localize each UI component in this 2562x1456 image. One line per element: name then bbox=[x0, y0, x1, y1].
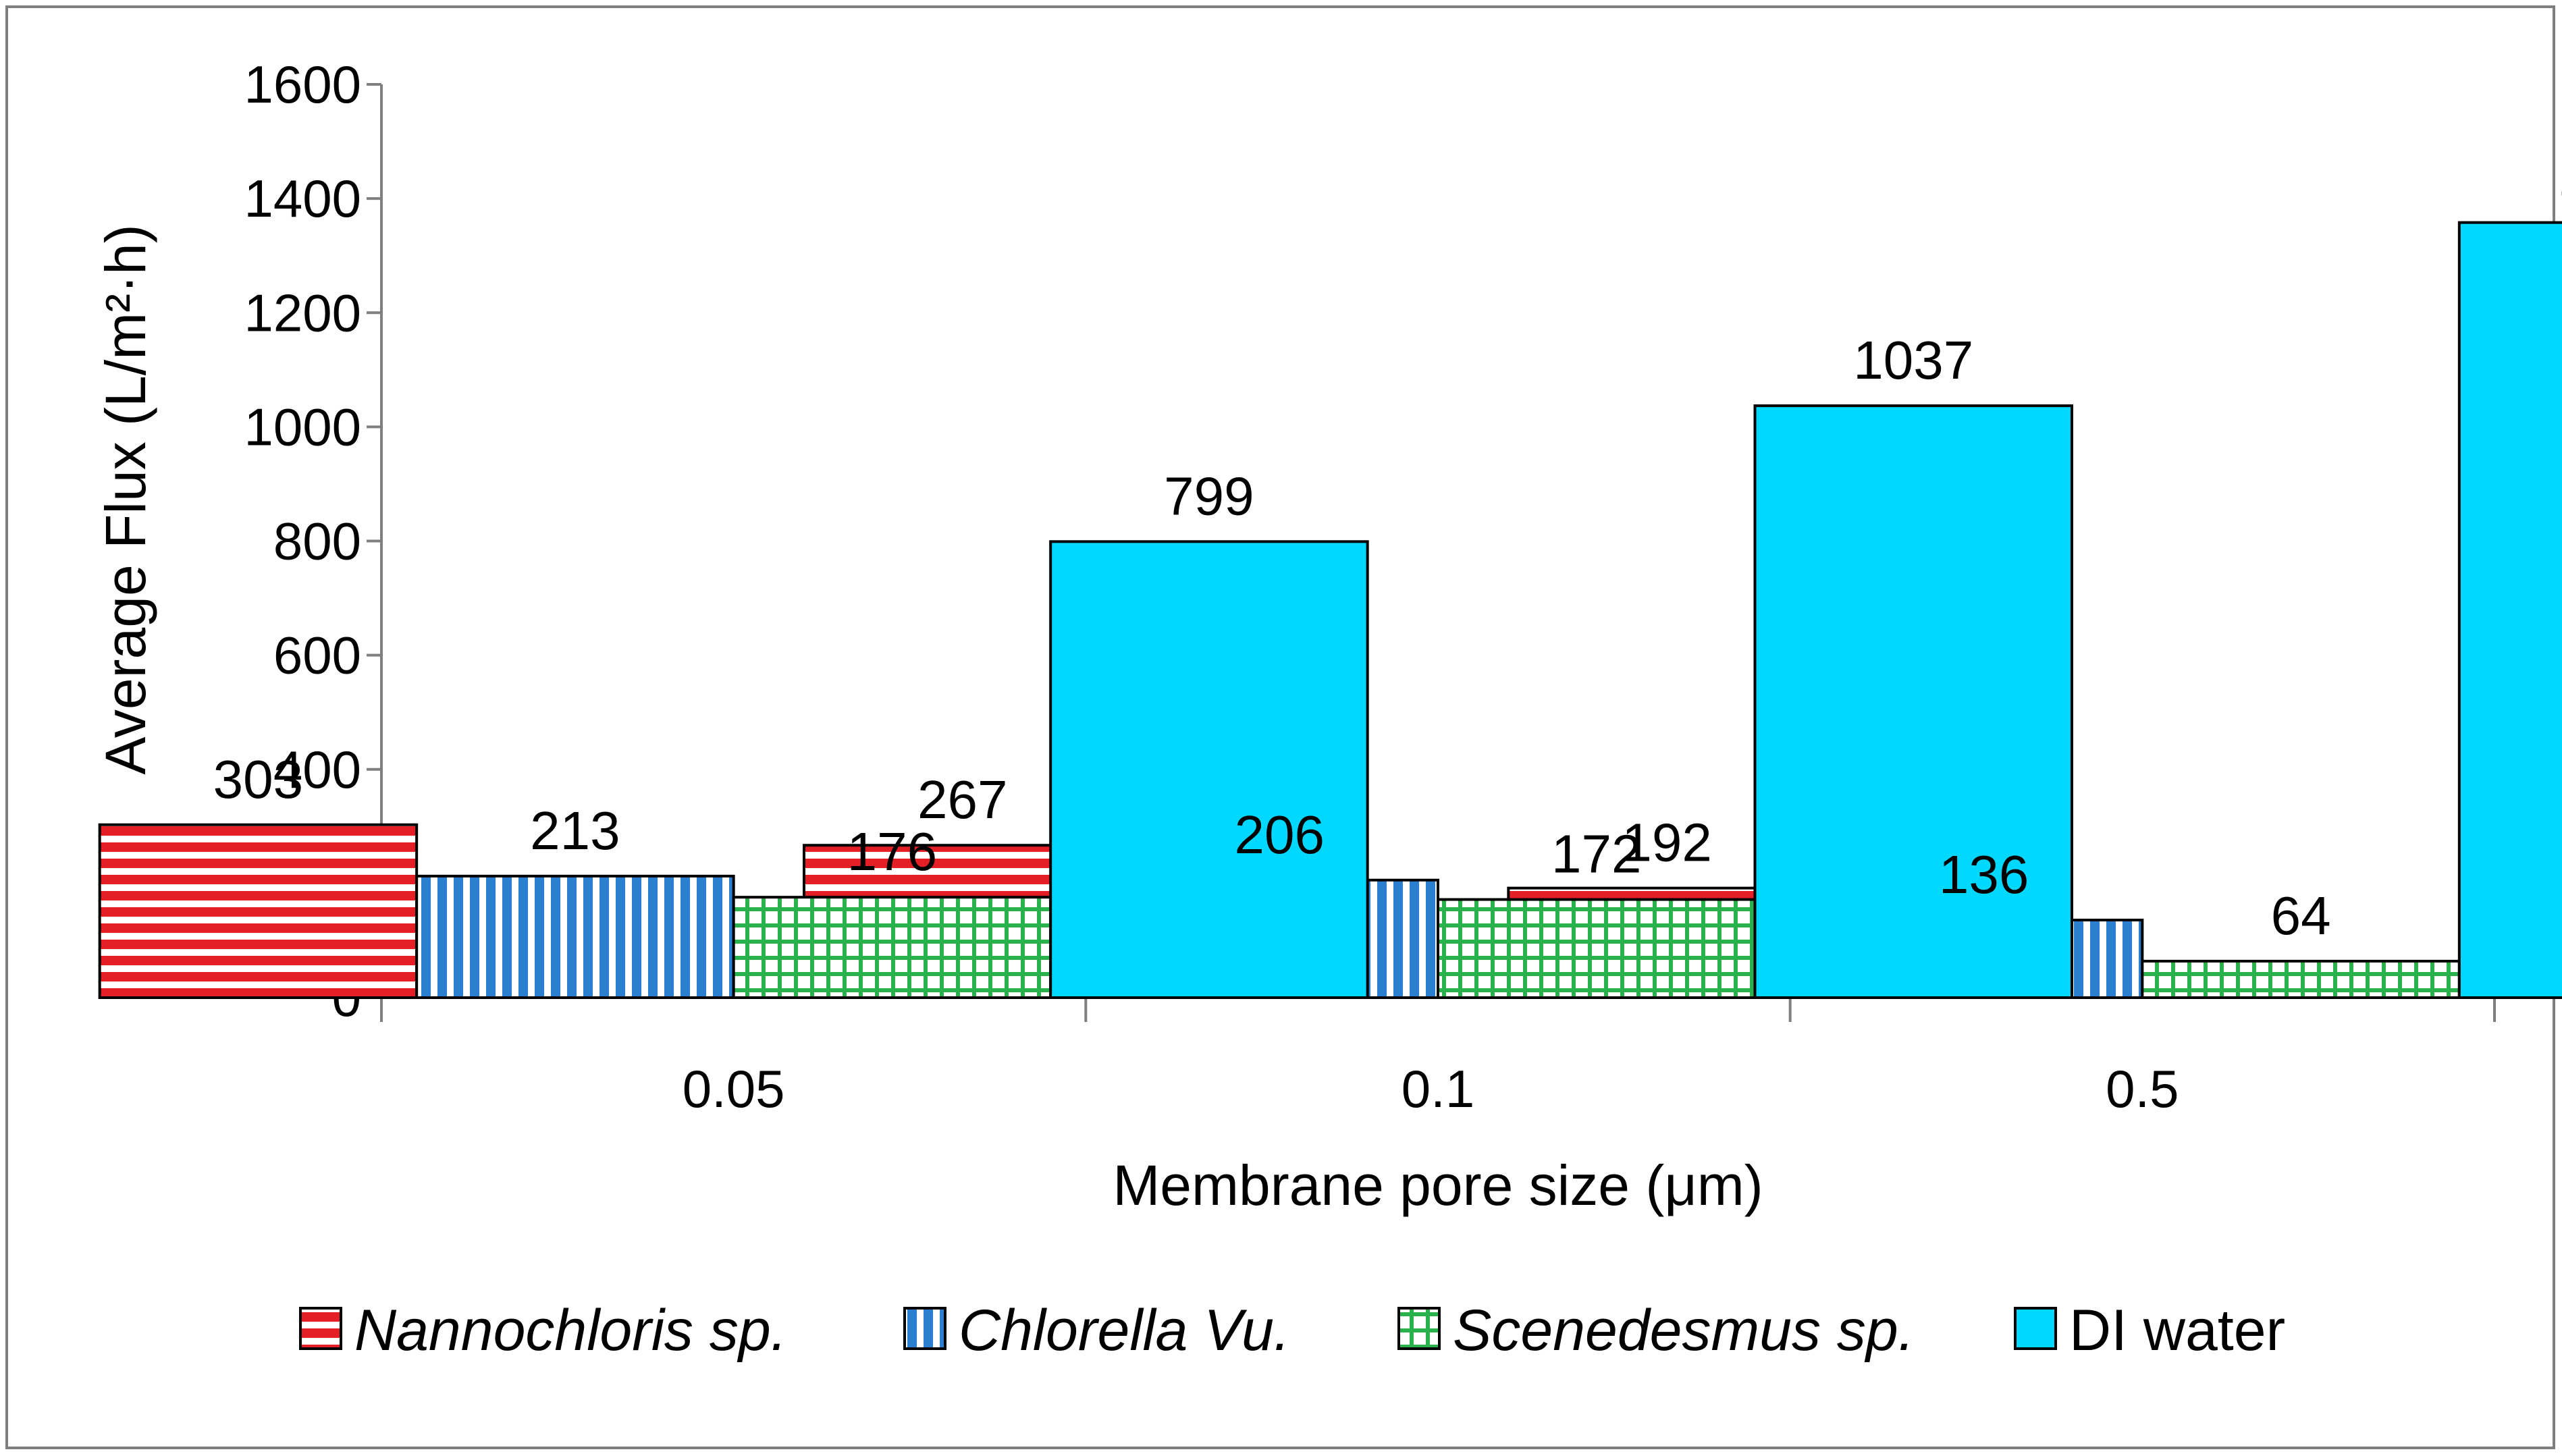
data-label: 136 bbox=[1939, 844, 2029, 905]
y-axis-title: Average Flux (L/m²·h) bbox=[94, 224, 157, 774]
legend-label: Scenedesmus sp. bbox=[1453, 1298, 1915, 1363]
bar bbox=[98, 823, 419, 999]
x-tick-label: 0.5 bbox=[2106, 1059, 2179, 1118]
y-tick-label: 1000 bbox=[244, 397, 361, 456]
legend-label: Nannochloris sp. bbox=[354, 1298, 787, 1363]
legend-label: Chlorella Vu. bbox=[959, 1298, 1290, 1363]
data-labels: 303 267 192 213 206 136 176 172 64 799 1037 1358 bbox=[213, 147, 2562, 946]
data-label: 192 bbox=[1622, 813, 1711, 873]
data-label: 303 bbox=[213, 749, 303, 809]
data-label: 206 bbox=[1235, 805, 1325, 865]
x-axis-title: Membrane pore size (μm) bbox=[1113, 1154, 1763, 1217]
legend-swatch bbox=[2014, 1307, 2057, 1350]
data-label: 172 bbox=[1551, 824, 1641, 884]
data-label: 267 bbox=[917, 770, 1007, 830]
data-label: 176 bbox=[847, 821, 937, 882]
legend-swatch bbox=[1397, 1307, 1441, 1350]
bar bbox=[1753, 404, 2073, 999]
y-tick-label: 1400 bbox=[244, 169, 361, 228]
data-label: 64 bbox=[2271, 886, 2331, 946]
data-label: 799 bbox=[1164, 466, 1254, 526]
x-tick-label: 0.1 bbox=[1402, 1059, 1474, 1118]
y-tick-label: 1200 bbox=[244, 283, 361, 342]
legend: Nannochloris sp. Chlorella Vu. Scenedesmus… bbox=[299, 1298, 2285, 1363]
y-tick-label: 400 bbox=[273, 740, 361, 799]
bar bbox=[1437, 898, 1757, 999]
bar bbox=[2141, 959, 2461, 1000]
legend-swatch bbox=[903, 1307, 946, 1350]
bar bbox=[415, 874, 735, 999]
x-axis: 0.05 0.1 0.5 bbox=[380, 996, 2496, 1118]
x-tick-label: 0.05 bbox=[683, 1059, 785, 1118]
legend-swatch bbox=[299, 1307, 342, 1350]
bar bbox=[2457, 221, 2562, 999]
data-label: 213 bbox=[530, 801, 620, 861]
bar bbox=[732, 896, 1052, 1000]
y-tick-label: 1600 bbox=[244, 55, 361, 114]
data-label: 1037 bbox=[1853, 330, 1973, 390]
bars bbox=[98, 221, 2562, 1000]
y-tick-label: 800 bbox=[273, 512, 361, 571]
legend-label: DI water bbox=[2069, 1298, 2285, 1363]
bar bbox=[1049, 540, 1369, 999]
y-tick-label: 600 bbox=[273, 626, 361, 685]
data-label: 1358 bbox=[2558, 147, 2562, 207]
